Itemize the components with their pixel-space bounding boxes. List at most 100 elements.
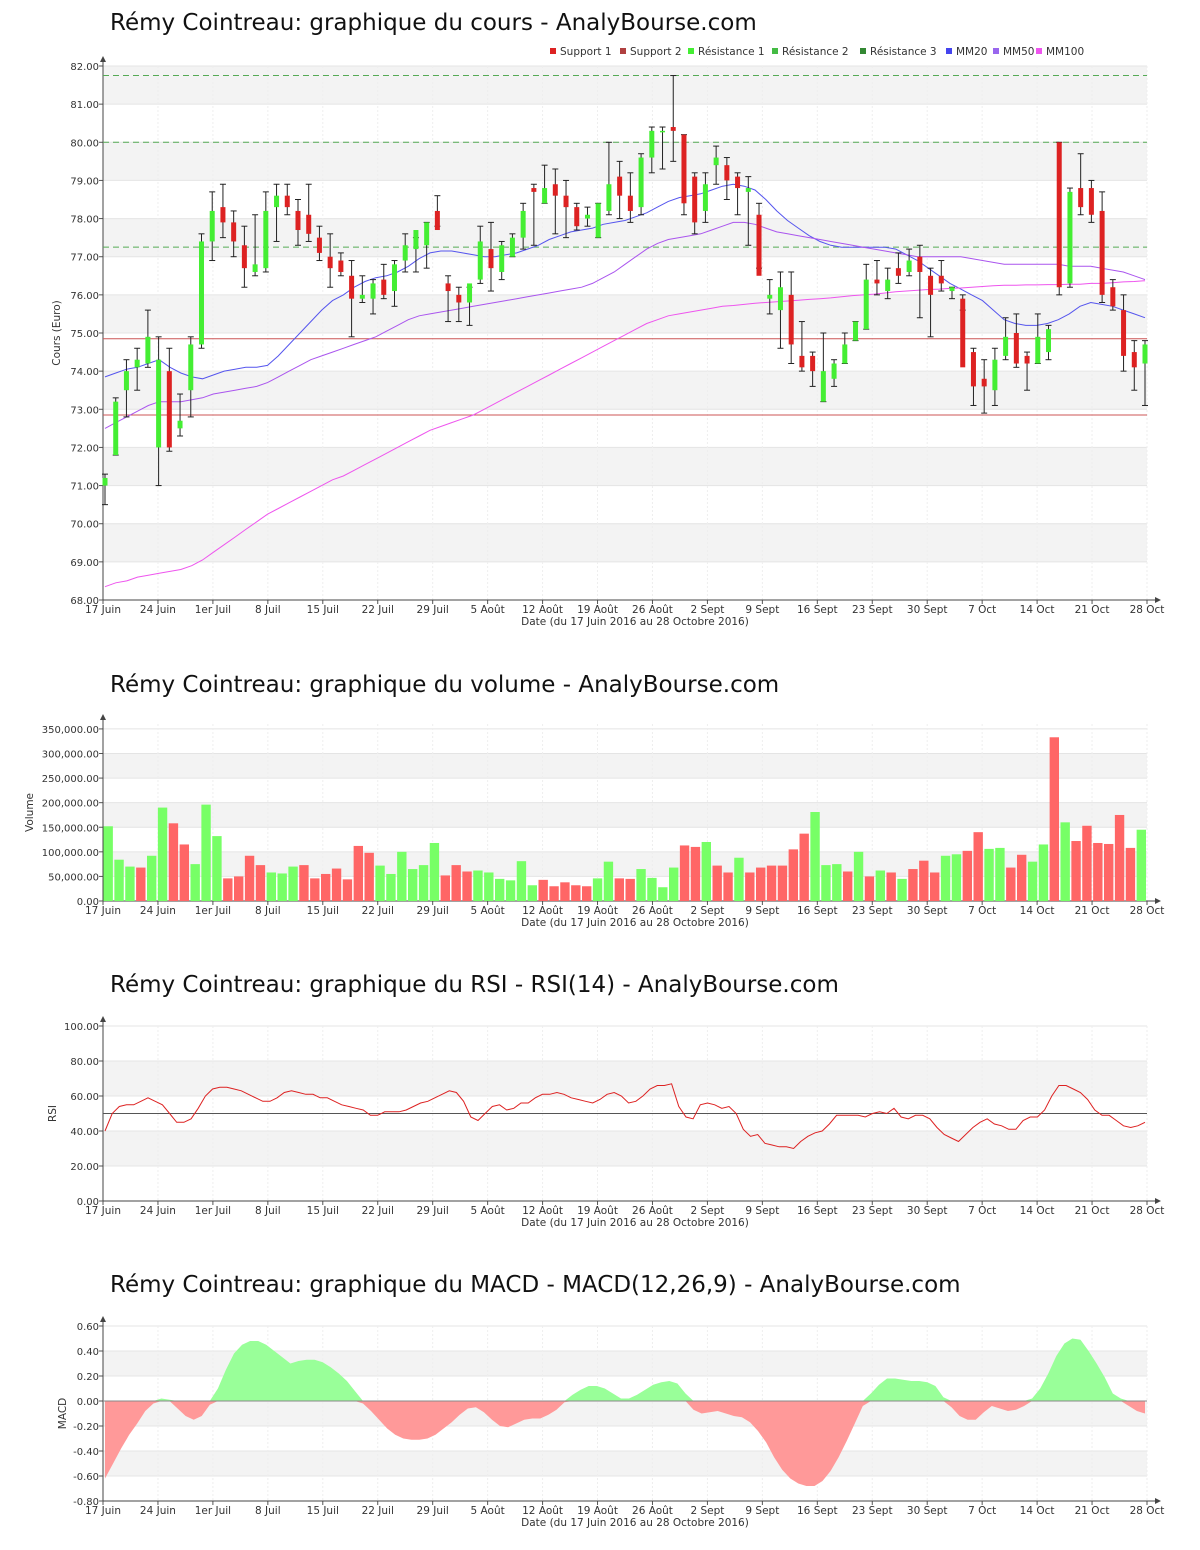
x-tick-label: 26 Août	[632, 1505, 673, 1517]
x-tick-label: 29 Juil	[417, 1205, 449, 1217]
x-tick-label: 23 Sept	[852, 905, 893, 917]
x-tick-label: 9 Sept	[745, 1505, 779, 1517]
legend-swatch	[772, 48, 778, 54]
x-tick-label: 19 Août	[577, 1205, 618, 1217]
y-axis-label: MACD	[57, 1398, 69, 1429]
volume-bar	[995, 847, 1005, 901]
x-tick-label: 30 Sept	[907, 1505, 948, 1517]
candle-body	[434, 210, 440, 231]
candle-body	[660, 130, 666, 133]
candle-body	[456, 294, 462, 303]
x-tick-label: 22 Juil	[362, 604, 394, 616]
y-tick-label: 250,000.00	[42, 774, 99, 785]
volume-bar	[777, 865, 788, 901]
candle-body	[895, 268, 901, 276]
volume-bar	[397, 851, 407, 901]
x-tick-label: 28 Oct	[1130, 604, 1165, 616]
volume-bar	[875, 870, 885, 901]
x-axis-arrow	[1155, 597, 1161, 603]
x-tick-label: 5 Août	[471, 604, 505, 616]
y-tick-label: 69.00	[70, 558, 99, 569]
volume-bar	[636, 869, 646, 901]
volume-bar	[429, 842, 440, 901]
volume-bar	[962, 850, 972, 901]
candle-body	[1067, 191, 1073, 284]
legend-label: Résistance 2	[782, 46, 849, 58]
volume-bar	[679, 845, 690, 901]
volume-bar	[756, 867, 766, 901]
candle-body	[853, 321, 859, 341]
legend-label: MM50	[1003, 46, 1034, 58]
y-tick-label: 0.60	[77, 1322, 99, 1333]
volume-bar	[864, 876, 875, 901]
volume-bar	[495, 878, 505, 901]
x-tick-label: 15 Juil	[307, 604, 339, 616]
x-tick-label: 8 Juil	[255, 905, 281, 917]
volume-bar	[723, 872, 733, 901]
x-tick-label: 22 Juil	[362, 905, 394, 917]
price-chart-title: Rémy Cointreau: graphique du cours - Ana…	[110, 10, 757, 36]
x-tick-label: 17 Juin	[85, 604, 121, 616]
volume-bar	[1125, 847, 1136, 901]
volume-bar	[614, 878, 624, 901]
y-tick-label: 350,000.00	[42, 725, 99, 736]
x-tick-label: 28 Oct	[1130, 1505, 1165, 1517]
volume-bar	[1093, 842, 1103, 901]
x-axis-label: Date (du 17 Juin 2016 au 28 Octobre 2016…	[521, 1217, 749, 1229]
x-tick-label: 21 Oct	[1075, 905, 1110, 917]
y-tick-label: 72.00	[70, 443, 99, 454]
grid-band	[103, 218, 1147, 257]
volume-bar	[1027, 861, 1038, 901]
grid-band	[103, 66, 1147, 105]
volume-bar	[408, 869, 418, 901]
candle-body	[649, 130, 655, 158]
x-tick-label: 21 Oct	[1075, 604, 1110, 616]
candle-body	[413, 230, 419, 250]
volume-bar	[1104, 843, 1114, 901]
y-tick-label: 150,000.00	[42, 823, 99, 834]
candle-body	[595, 203, 601, 238]
rsi-chart: 0.00 20.00 40.00 60.00 80.00 100.00 17 Juin 24 …	[47, 1016, 1164, 1229]
x-tick-label: 21 Oct	[1075, 1505, 1110, 1517]
grid-band	[103, 523, 1147, 562]
volume-bar	[625, 878, 635, 901]
x-tick-label: 7 Oct	[968, 1205, 996, 1217]
grid-band	[103, 294, 1147, 333]
candle-body	[584, 214, 590, 219]
y-tick-label: -0.60	[73, 1472, 99, 1483]
candle-body	[799, 355, 805, 368]
candle-body	[1013, 333, 1019, 364]
y-tick-label: 81.00	[70, 100, 99, 111]
x-tick-label: 22 Juil	[362, 1505, 394, 1517]
x-tick-label: 7 Oct	[968, 905, 996, 917]
volume-bar	[766, 865, 777, 901]
candle-body	[252, 264, 258, 272]
volume-bar	[255, 865, 266, 901]
x-tick-label: 24 Juin	[140, 1205, 176, 1217]
rsi-line	[104, 1083, 1146, 1150]
volume-bar	[168, 823, 179, 901]
candle-body	[756, 214, 762, 276]
y-tick-label: 75.00	[70, 329, 99, 340]
candle-body	[810, 355, 816, 372]
candle-body	[692, 176, 698, 223]
volume-bar	[244, 855, 255, 901]
candle-body	[113, 401, 119, 456]
legend-swatch	[1036, 48, 1042, 54]
volume-bar	[1136, 829, 1146, 901]
candle-body	[724, 165, 730, 181]
volume-bar	[853, 851, 864, 901]
volume-bar	[1114, 814, 1125, 901]
candle-body	[145, 336, 151, 364]
volume-bar	[908, 869, 918, 901]
candle-body	[842, 344, 848, 364]
legend-label: MM20	[956, 46, 987, 58]
y-tick-label: -0.20	[73, 1422, 99, 1433]
candle-body	[424, 222, 430, 246]
candle-body	[949, 287, 955, 292]
candle-body	[1003, 336, 1009, 356]
volume-bar	[527, 885, 537, 901]
volume-bar	[353, 845, 363, 901]
volume-bar	[1071, 841, 1081, 901]
x-tick-label: 26 Août	[632, 905, 673, 917]
